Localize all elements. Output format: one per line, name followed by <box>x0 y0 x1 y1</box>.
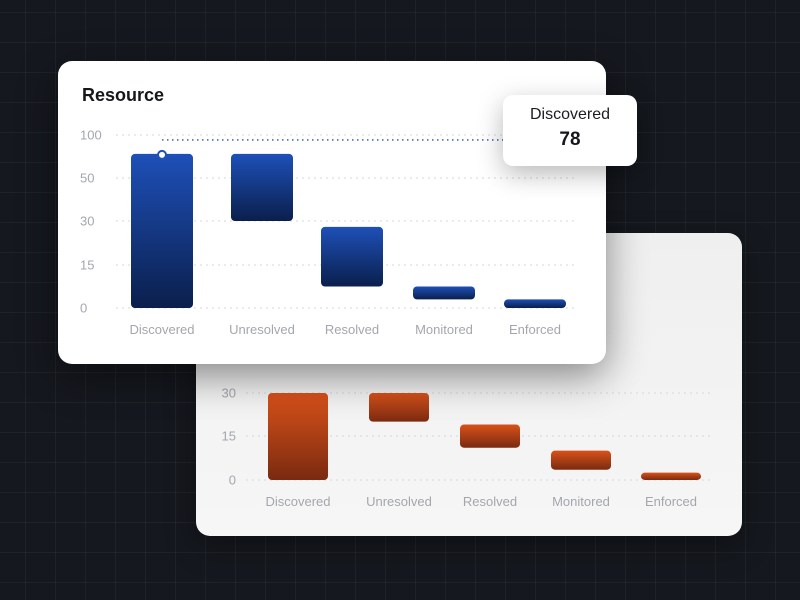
x-tick-label: Discovered <box>129 322 194 337</box>
y-tick-label: 50 <box>80 171 94 186</box>
x-tick-label: Resolved <box>463 494 517 509</box>
back-chart-svg: 30 15 0 Discovered Unresolved Resolved Monitor… <box>222 386 712 509</box>
bar-enforced[interactable] <box>641 472 701 480</box>
bar-resolved[interactable] <box>460 424 520 448</box>
x-tick-label: Monitored <box>552 494 610 509</box>
x-tick-label: Monitored <box>415 322 473 337</box>
y-tick-label: 15 <box>222 429 236 444</box>
bar-monitored[interactable] <box>413 286 475 300</box>
x-tick-label: Unresolved <box>229 322 295 337</box>
bar-discovered[interactable] <box>268 393 328 480</box>
highlight-point-marker <box>157 149 167 160</box>
y-tick-label: 100 <box>80 128 102 143</box>
y-tick-label: 30 <box>222 386 236 401</box>
tooltip-label: Discovered <box>529 106 611 123</box>
x-tick-label: Discovered <box>265 494 330 509</box>
x-tick-label: Unresolved <box>366 494 432 509</box>
bar-unresolved[interactable] <box>231 153 293 221</box>
bar-discovered[interactable] <box>131 153 193 308</box>
resource-chart-svg: 100 50 30 15 0 Discovered Unresolved Resolved Mo… <box>80 128 574 337</box>
x-tick-label: Enforced <box>509 322 561 337</box>
y-tick-label: 30 <box>80 214 94 229</box>
tooltip-value: 78 <box>559 129 581 150</box>
y-tick-label: 15 <box>80 258 94 273</box>
y-tick-label: 0 <box>229 473 236 488</box>
bar-enforced[interactable] <box>504 299 566 308</box>
bar-monitored[interactable] <box>551 450 611 470</box>
y-tick-label: 0 <box>80 301 87 316</box>
x-tick-label: Resolved <box>325 322 379 337</box>
discovered-tooltip: Discovered 78 <box>503 95 637 166</box>
bar-resolved[interactable] <box>321 226 383 287</box>
x-tick-label: Enforced <box>645 494 697 509</box>
bar-unresolved[interactable] <box>369 393 429 422</box>
chart-title: Resource <box>82 85 165 105</box>
